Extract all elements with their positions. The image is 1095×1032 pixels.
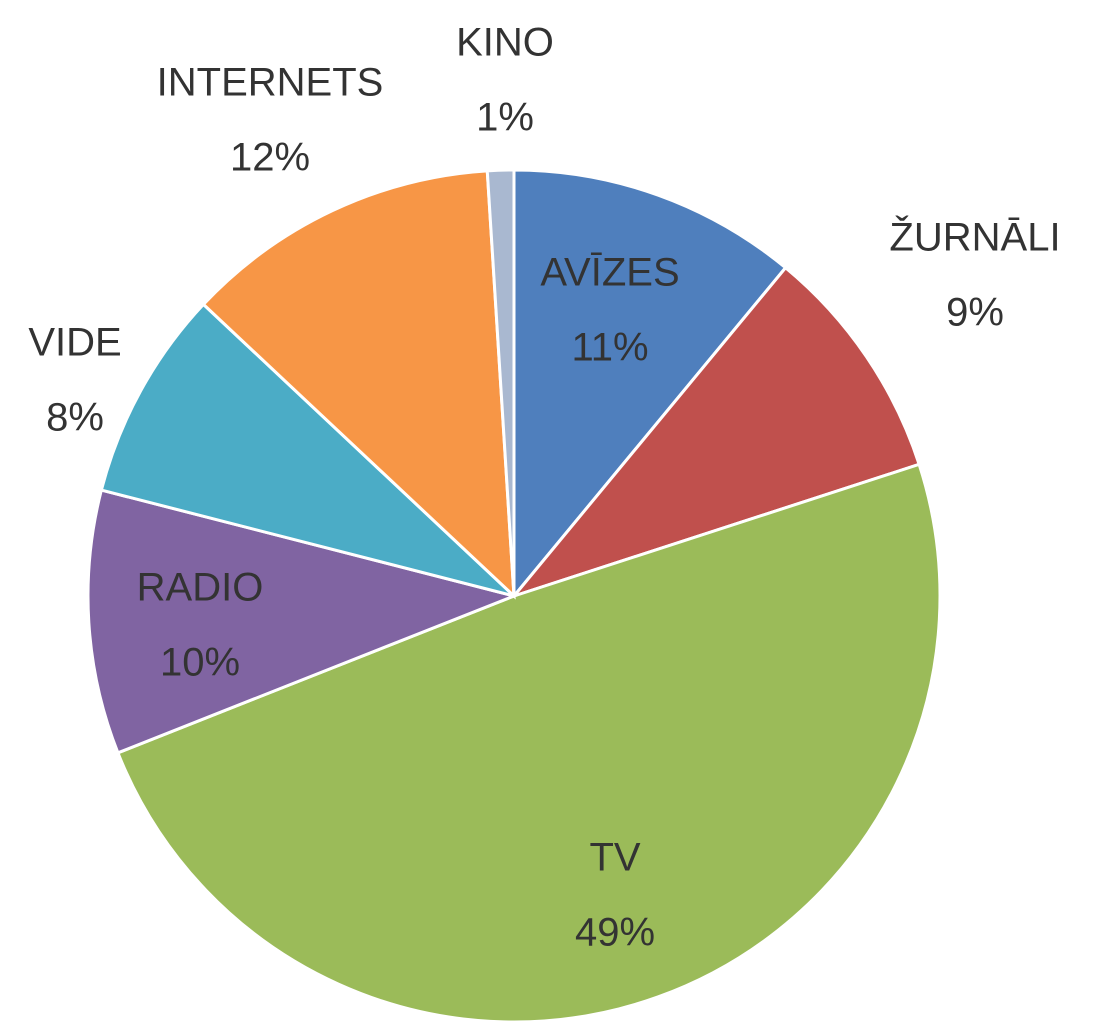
pie-slice [485, 168, 516, 597]
slice-label: AVĪZES [540, 251, 679, 295]
pie-slice [512, 168, 788, 601]
slice-value-label: 49% [575, 911, 655, 955]
slice-label: INTERNETS [157, 61, 384, 105]
pie-slice [509, 265, 922, 600]
pie-slice [86, 488, 519, 755]
slice-label: KINO [456, 21, 554, 65]
slice-value-label: 11% [571, 326, 648, 370]
slice-label: TV [589, 836, 640, 880]
slice-value-label: 9% [946, 291, 1004, 335]
slice-value-label: 8% [46, 396, 104, 440]
pie-slice [99, 302, 516, 598]
slice-label: ŽURNĀLI [889, 215, 1060, 260]
slice-value-label: 12% [230, 136, 310, 180]
pie-slice [201, 169, 516, 600]
slice-label: VIDE [28, 321, 121, 365]
pie-slice [115, 462, 942, 1024]
slice-label: RADIO [137, 566, 264, 610]
slice-value-label: 10% [160, 641, 240, 685]
slice-value-label: 1% [476, 96, 534, 140]
